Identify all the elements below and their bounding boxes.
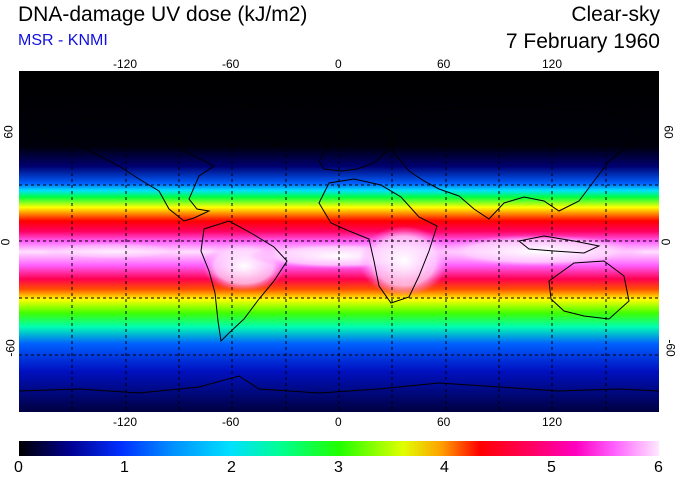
lon-tick-top-neg120: -120 — [113, 57, 138, 71]
map-title: DNA-damage UV dose (kJ/m2) — [18, 3, 308, 26]
lon-tick-top-60: 60 — [437, 57, 451, 71]
coastline-africa — [318, 178, 438, 304]
lon-tick-top-0: 0 — [335, 57, 342, 71]
coastlines — [19, 100, 659, 394]
lon-tick-bottom-60: 60 — [437, 415, 451, 429]
coastline-europe — [318, 120, 395, 172]
uv-dose-map — [19, 71, 659, 412]
colorbar-tick-1: 1 — [120, 459, 129, 476]
source-label: MSR - KNMI — [18, 32, 108, 49]
sky-condition-label: Clear-sky — [571, 3, 660, 26]
coastline-indonesia — [517, 235, 601, 254]
lon-tick-top-120: 120 — [542, 57, 563, 71]
coastline-north-america — [37, 115, 215, 222]
date-label: 7 February 1960 — [505, 30, 660, 53]
uv-peak-zone-africa — [359, 226, 449, 296]
map-overlay — [19, 71, 659, 412]
lon-tick-bottom-120: 120 — [542, 415, 563, 429]
colorbar-tick-6: 6 — [654, 459, 663, 476]
uv-peak-zone-east-pacific — [44, 242, 184, 260]
colorbar-tick-4: 4 — [440, 459, 449, 476]
lat-tick-right-neg60: -60 — [663, 339, 678, 357]
lat-tick-right-60: 60 — [661, 125, 676, 139]
coastline-south-america — [200, 220, 288, 343]
lat-tick-right-0: 0 — [658, 238, 673, 246]
coastline-australia — [548, 260, 630, 320]
coastline-antarctica — [19, 375, 659, 394]
graticule — [19, 71, 659, 412]
lon-tick-top-neg60: -60 — [222, 57, 240, 71]
lat-tick-left-0: 0 — [0, 239, 12, 246]
lon-tick-bottom-neg60: -60 — [222, 415, 240, 429]
coastline-greenland — [243, 100, 310, 147]
colorbar-tick-2: 2 — [227, 459, 236, 476]
uv-peak-zone-indian-ocean — [434, 235, 644, 267]
colorbar-tick-0: 0 — [14, 459, 23, 476]
colorbar-tick-3: 3 — [334, 459, 343, 476]
color-scale-bar — [19, 441, 659, 456]
lat-tick-left-neg60: -60 — [3, 339, 18, 357]
coastline-asia — [380, 105, 645, 220]
lat-tick-left-60: 60 — [1, 125, 16, 139]
colorbar-tick-5: 5 — [547, 459, 556, 476]
lon-tick-bottom-neg120: -120 — [113, 415, 138, 429]
lon-tick-bottom-0: 0 — [335, 415, 342, 429]
